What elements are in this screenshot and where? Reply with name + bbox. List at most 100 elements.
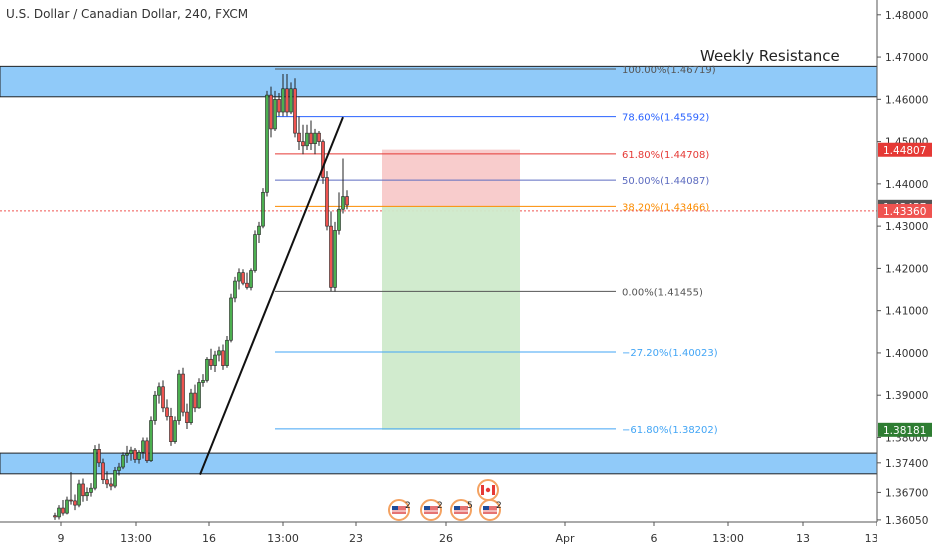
candle-body [313,132,317,145]
candle-body [197,382,201,409]
canada-flag-icon[interactable] [477,479,499,501]
candle-body [285,88,289,113]
candle-body [141,440,145,453]
event-count-badge: 5 [467,501,473,511]
candle-body [209,358,213,366]
candle-body [69,499,73,502]
zone-0 [0,65,878,98]
candle-body [181,373,185,413]
event-count-badge: 2 [496,501,502,511]
fib-level-label: 38.20%(1.43466) [622,202,709,213]
price-label-text: 1.44807 [883,145,926,157]
candle-body [329,225,333,288]
candle-body [77,483,81,506]
price-label-badge [878,203,932,218]
candle-body [57,507,61,518]
candle-body [73,500,77,506]
fib-level-label: −27.20%(1.40023) [622,348,718,359]
y-tick-label: 1.48000 [885,10,928,22]
x-tick-label: 9 [58,532,65,545]
candle-body [53,515,57,518]
candle-body [89,487,93,493]
x-tick-label: 13:00 [267,532,299,545]
candle-body [341,196,345,210]
candle-body [173,420,177,442]
candle-body [253,234,257,271]
usa-flag-icon[interactable]: 2 [479,499,502,521]
candle-body [65,499,69,514]
position-layer [382,149,520,430]
usa-flag-icon[interactable]: 2 [420,499,443,521]
candle-body [193,392,197,409]
candle-body [305,132,309,147]
x-tick-label: 6 [651,532,658,545]
candle-body [185,411,189,423]
price-label-text: 1.38181 [883,425,926,437]
candle-body [101,462,105,481]
candle-body [257,225,261,235]
y-tick-label: 1.44000 [885,179,928,191]
candle-body [217,350,221,356]
candle-body [85,492,89,497]
y-tick-label: 1.40000 [885,348,928,360]
zone-label-weekly-resistance: Weekly Resistance [700,47,840,65]
candle-body [133,449,137,460]
candle-body [245,282,249,288]
x-tick-label: Apr [555,532,575,545]
candle-body [121,454,125,468]
candle-body [333,230,337,288]
candle-body [117,466,121,471]
y-tick-label: 1.36700 [885,487,928,499]
usa-flag-icon[interactable]: 5 [450,499,473,521]
candle-body [229,297,233,341]
candle-body [157,386,161,396]
candle-body [213,354,217,366]
candle-body [337,208,341,231]
fib-layer: 100.00%(1.46719) 78.60%(1.45592) 61.80%(1.… [275,65,718,436]
candle-body [165,407,169,417]
y-tick-label: 1.41000 [885,306,928,318]
candle-body [201,380,205,383]
candle-body [249,270,253,288]
candle-body [137,451,141,460]
event-count-badge: 2 [405,501,411,511]
candle-body [97,449,101,464]
candle-body [161,386,165,409]
candle-body [113,470,117,487]
position-stop-zone [382,149,520,207]
candle-body [205,358,209,381]
x-tick-label: 26 [439,532,453,545]
price-axis[interactable] [877,0,932,550]
candle-body [177,373,181,421]
chart-title: U.S. Dollar / Canadian Dollar, 240, FXCM [6,7,248,21]
candle-body [105,479,109,485]
candle-body [233,280,237,299]
event-count-badge: 2 [437,501,443,511]
x-tick-label: 16 [202,532,216,545]
trendline[interactable] [199,116,344,476]
y-tick-label: 1.46000 [885,94,928,106]
candle-body [317,132,321,142]
fib-level-label: 61.80%(1.44708) [622,150,709,161]
price-label-badge [878,142,932,157]
x-tick-label: 13 [796,532,810,545]
candle-body [301,141,305,147]
candle-body [277,99,281,113]
candle-body [265,94,269,193]
candle-body [237,272,241,282]
fib-level-label: 100.00%(1.46719) [622,65,716,76]
y-tick-label: 1.36050 [885,515,928,527]
y-tick-label: 1.39000 [885,390,928,402]
usa-flag-icon[interactable]: 2 [388,499,411,521]
fib-level-label: 50.00%(1.44087) [622,176,709,187]
candle-body [325,177,329,227]
candle-body [297,132,301,142]
candle-body [129,449,133,454]
candle-body [225,339,229,366]
zone-1 [0,452,878,475]
candles-layer [53,73,349,520]
zones-layer [0,65,878,475]
y-tick-label: 1.43000 [885,221,928,233]
